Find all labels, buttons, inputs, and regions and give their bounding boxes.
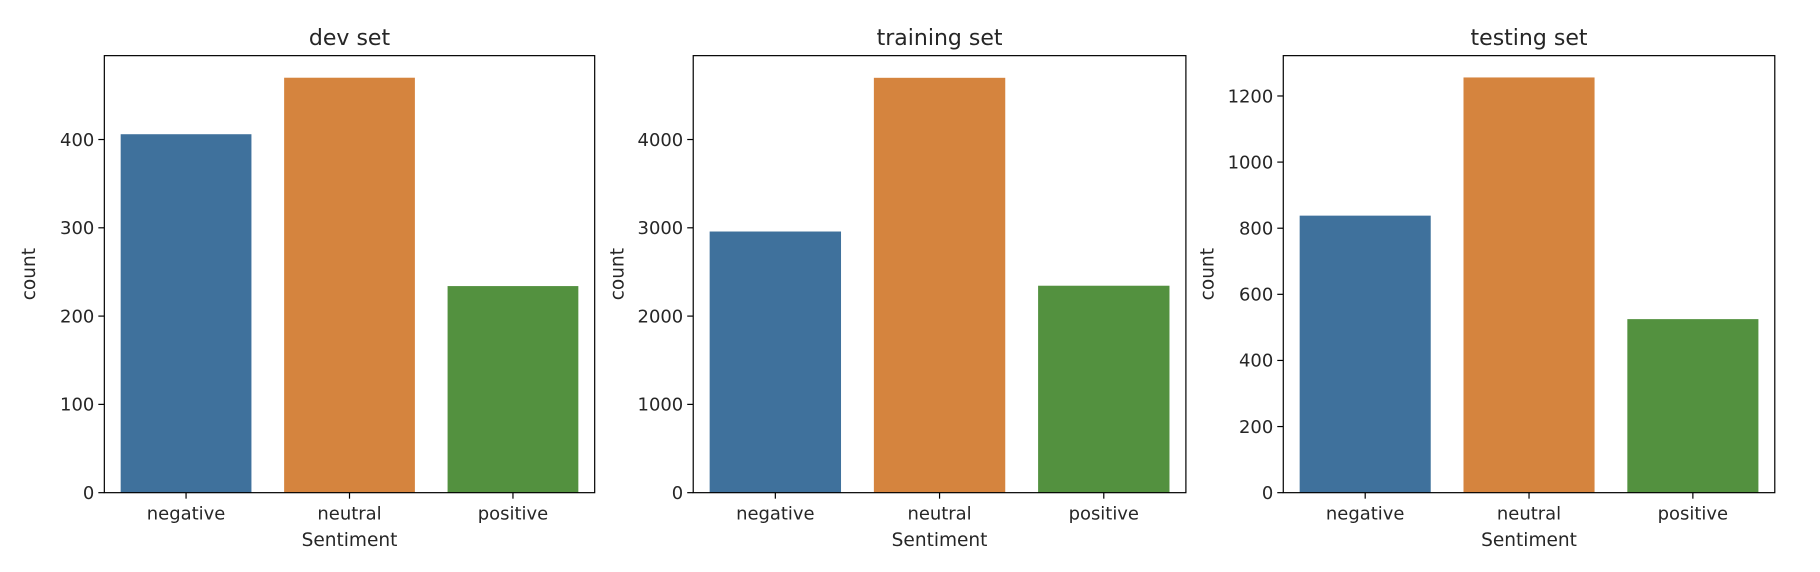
bar-negative: [120, 134, 252, 493]
y-tick-label: 400: [60, 130, 94, 151]
y-axis-label: count: [608, 248, 629, 300]
y-tick-label: 800: [1239, 218, 1273, 239]
y-tick-label: 300: [60, 218, 94, 239]
bar-negative: [1299, 215, 1431, 493]
y-tick-label: 4000: [638, 130, 684, 151]
y-tick-label: 200: [1239, 417, 1273, 438]
x-tick-label: positive: [478, 503, 548, 524]
y-tick-label: 0: [672, 483, 683, 504]
bar-neutral: [873, 77, 1006, 493]
y-tick-label: 200: [60, 306, 94, 327]
x-tick-label: neutral: [317, 503, 381, 524]
subplot-1: 0 1000 2000 3000 4000 negative neutral positive…: [608, 26, 1187, 551]
y-tick-label: 3000: [638, 218, 684, 239]
y-axis-label: count: [19, 248, 40, 300]
bar-positive: [447, 286, 579, 493]
subplot-0: 0 100 200 300 400 negative neutral positive Sent…: [19, 26, 596, 551]
x-axis-label: Sentiment: [1481, 530, 1577, 551]
bar-negative: [709, 231, 842, 493]
x-tick-label: negative: [1326, 503, 1405, 524]
y-tick-label: 100: [60, 395, 94, 416]
x-axis-label: Sentiment: [302, 530, 398, 551]
chart-title: dev set: [309, 26, 391, 51]
y-tick-label: 1000: [1228, 152, 1274, 173]
bar-positive: [1627, 319, 1759, 493]
y-tick-label: 0: [83, 483, 94, 504]
x-axis-label: Sentiment: [892, 530, 988, 551]
y-tick-label: 400: [1239, 351, 1273, 372]
bar-neutral: [1463, 77, 1595, 493]
x-tick-label: neutral: [1497, 503, 1561, 524]
y-axis-label: count: [1198, 248, 1219, 300]
y-tick-label: 0: [1262, 483, 1273, 504]
y-tick-label: 600: [1239, 285, 1273, 306]
y-tick-label: 2000: [638, 306, 684, 327]
y-tick-label: 1000: [638, 395, 684, 416]
x-tick-label: positive: [1658, 503, 1728, 524]
subplot-2: 0 200 400 600 800 1000 1200 negative neutral posi…: [1198, 26, 1776, 551]
chart-title: training set: [877, 26, 1003, 51]
x-tick-label: positive: [1069, 503, 1139, 524]
bar-neutral: [284, 77, 415, 493]
x-tick-label: neutral: [907, 503, 971, 524]
x-tick-label: negative: [147, 503, 226, 524]
x-tick-label: negative: [736, 503, 815, 524]
bar-positive: [1038, 285, 1170, 493]
chart-title: testing set: [1471, 26, 1588, 51]
y-tick-label: 1200: [1228, 86, 1274, 107]
